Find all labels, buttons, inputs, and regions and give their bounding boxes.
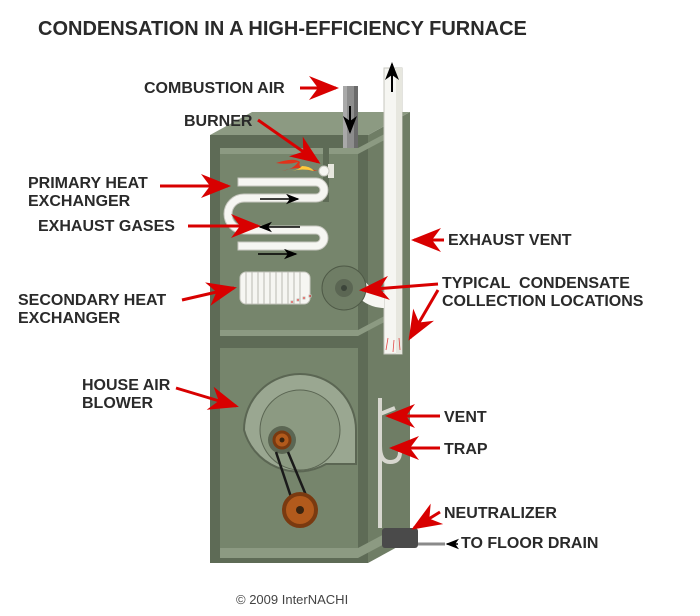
label-exhaust-gases: EXHAUST GASES xyxy=(38,218,175,236)
inducer-fan xyxy=(322,266,366,310)
label-exhaust-vent: EXHAUST VENT xyxy=(448,232,572,250)
label-to-floor-drain: TO FLOOR DRAIN xyxy=(461,535,598,553)
diagram-title: CONDENSATION IN A HIGH-EFFICIENCY FURNAC… xyxy=(38,18,527,41)
label-vent: VENT xyxy=(444,409,487,427)
label-combustion-air: COMBUSTION AIR xyxy=(144,80,285,98)
label-secondary-heat-exchanger: SECONDARY HEAT EXCHANGER xyxy=(18,292,166,329)
label-primary-heat-exchanger: PRIMARY HEAT EXCHANGER xyxy=(28,175,148,212)
label-typical-condensate: TYPICAL CONDENSATE COLLECTION LOCATIONS xyxy=(442,275,643,312)
label-burner: BURNER xyxy=(184,113,252,131)
secondary-heat-exchanger xyxy=(240,272,312,304)
label-neutralizer: NEUTRALIZER xyxy=(444,505,557,523)
label-trap: TRAP xyxy=(444,441,488,459)
label-house-air-blower: HOUSE AIR BLOWER xyxy=(82,377,170,414)
copyright-text: © 2009 InterNACHI xyxy=(236,592,348,607)
